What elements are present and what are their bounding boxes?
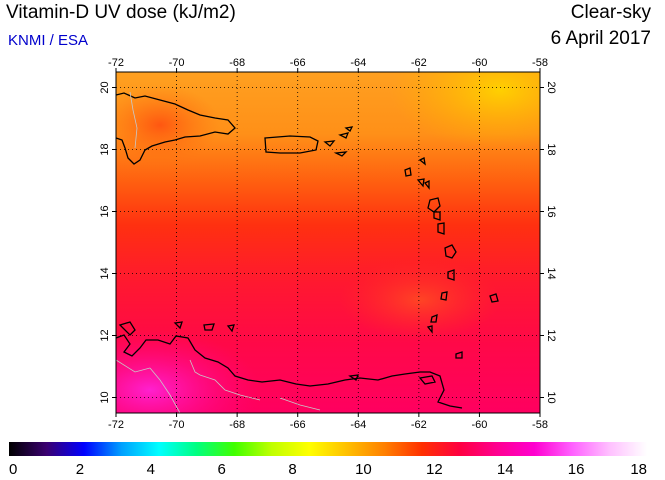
colorbar-label: 12 <box>426 461 443 478</box>
colorbar-label: 10 <box>355 461 372 478</box>
lat-tick-label: 10 <box>545 391 557 403</box>
lat-tick-label: 18 <box>545 143 557 155</box>
colorbar-label: 4 <box>147 461 155 478</box>
lon-tick-label: -58 <box>532 57 548 69</box>
lon-tick-label: -68 <box>229 57 245 69</box>
bottom-lon-ticks: -72 -70 -68 -66 -64 -62 -60 -58 <box>108 413 548 431</box>
lat-tick-label: 16 <box>99 205 111 217</box>
country-borders <box>116 91 321 413</box>
lon-tick-label: -62 <box>411 57 427 69</box>
lat-tick-label: 12 <box>99 329 111 341</box>
lat-tick-label: 20 <box>545 81 557 93</box>
left-lat-ticks: 10 12 14 16 18 20 <box>99 81 116 404</box>
colorbar-label: 6 <box>217 461 225 478</box>
source-label: KNMI / ESA <box>8 32 89 49</box>
date-label: 6 April 2017 <box>550 28 651 49</box>
lon-tick-label: -64 <box>350 57 366 69</box>
map-title: Vitamin-D UV dose (kJ/m2) <box>6 2 236 23</box>
lon-tick-label: -72 <box>108 57 124 69</box>
top-lon-ticks: -72 -70 -68 -66 -64 -62 -60 -58 <box>108 57 548 72</box>
colorbar <box>9 442 647 456</box>
lat-tick-label: 20 <box>99 81 111 93</box>
lon-tick-label: -58 <box>532 419 548 431</box>
lat-tick-label: 14 <box>99 267 111 279</box>
colorbar-label: 8 <box>288 461 296 478</box>
lon-tick-label: -62 <box>411 419 427 431</box>
dose-field <box>116 72 540 413</box>
venezuela-coast <box>116 334 463 409</box>
colorbar-label: 14 <box>497 461 514 478</box>
lon-tick-label: -70 <box>169 57 185 69</box>
colorbar-label: 2 <box>76 461 84 478</box>
map-frame <box>115 71 541 414</box>
colorbar-labels: 0 2 4 6 8 10 12 14 16 18 <box>9 461 647 478</box>
lon-tick-label: -70 <box>169 419 185 431</box>
sky-condition-label: Clear-sky <box>570 2 651 23</box>
lat-tick-label: 12 <box>545 329 557 341</box>
lon-tick-label: -66 <box>290 57 306 69</box>
colorbar-label: 16 <box>568 461 585 478</box>
puerto-rico-coast <box>264 135 319 154</box>
lat-tick-label: 14 <box>545 267 557 279</box>
lon-tick-label: -60 <box>471 419 487 431</box>
coastlines <box>116 92 499 409</box>
lon-tick-label: -72 <box>108 419 124 431</box>
lat-tick-label: 10 <box>99 391 111 403</box>
colorbar-label: 18 <box>630 461 647 478</box>
lat-tick-label: 18 <box>99 143 111 155</box>
lon-tick-label: -60 <box>471 57 487 69</box>
hispaniola-coast <box>116 92 236 165</box>
lon-tick-label: -68 <box>229 419 245 431</box>
lat-tick-label: 16 <box>545 205 557 217</box>
lon-tick-label: -66 <box>290 419 306 431</box>
right-lat-ticks: 10 12 14 16 18 20 <box>540 81 557 404</box>
lon-tick-label: -64 <box>350 419 366 431</box>
colorbar-label: 0 <box>9 461 17 478</box>
